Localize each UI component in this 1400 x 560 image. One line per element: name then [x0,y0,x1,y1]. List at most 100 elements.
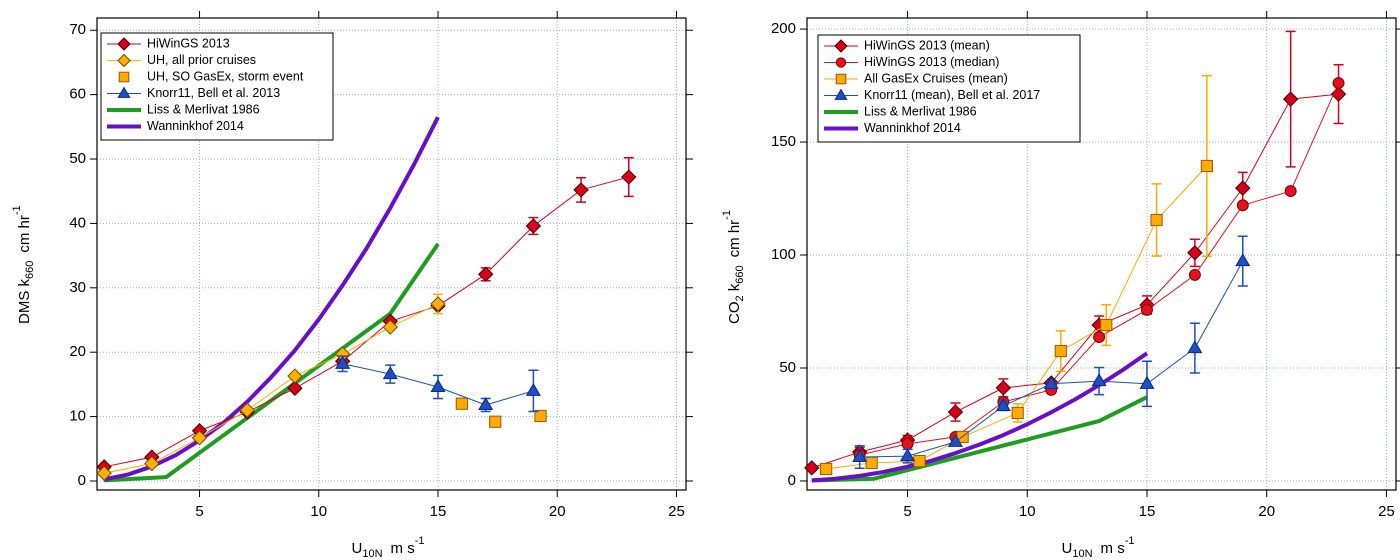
x-tick-label: 5 [903,503,911,520]
x-tick-label: 10 [310,503,327,520]
marker [144,455,160,472]
series-line [104,242,440,483]
x-tick-label: 25 [1378,503,1395,520]
marker [1093,331,1106,343]
marker [1236,199,1249,212]
label-text: k [726,283,743,295]
legend: HiWinGS 2013 UH, all prior cruises UH, SO … [100,32,334,141]
marker [455,397,468,410]
x-tick-label: 15 [430,503,447,520]
label-unit: m s [391,540,415,557]
label-text: CO [726,302,743,325]
y-tick-label: 10 [69,408,86,425]
series-line [103,116,440,482]
legend-label: HiWinGS 2013 (median) [864,55,999,69]
marker [835,57,847,68]
marker [525,218,542,234]
label-text: U [352,540,363,557]
legend-label: HiWinGS 2013 (mean) [864,38,990,52]
marker [477,266,494,282]
x-tick-label: 5 [195,503,203,520]
legend-label: Wanninkhof 2014 [864,121,961,135]
plot-frame [96,17,687,491]
marker [382,319,399,335]
marker [1200,159,1213,173]
marker [1141,303,1153,316]
legend-label: Knorr11, Bell et al. 2013 [147,86,280,100]
label-text: DMS k [16,279,33,325]
marker [287,368,303,384]
series-line [104,303,439,474]
marker [1150,213,1163,227]
marker [430,296,446,312]
y-tick-label: 0 [78,472,86,489]
marker [118,71,130,83]
marker [525,382,541,396]
marker [335,355,351,369]
marker [621,169,637,185]
marker [1188,268,1201,281]
marker [96,465,112,481]
marker [287,380,303,396]
label-sup: -1 [11,205,23,215]
legend-label: Wanninkhof 2014 [147,119,244,133]
label-sup: -1 [415,535,425,547]
legend-label: UH, SO GasEx, storm event [147,69,304,83]
label-unit: cm hr [726,220,743,258]
y-tick-label: 40 [69,214,86,231]
y-tick-label: 150 [771,133,796,150]
series [455,397,547,428]
label-sub: 660 [734,265,746,283]
marker [1187,245,1203,261]
label-sub: 660 [24,261,36,279]
label-sup: -1 [721,210,733,220]
marker [239,402,255,418]
series [104,242,440,483]
marker [913,454,926,468]
x-tick-label: 20 [1258,503,1275,520]
legend-label: Liss & Merlivat 1986 [147,102,260,116]
x-tick-label: 10 [1019,503,1036,520]
marker [820,462,833,476]
marker [1043,375,1059,389]
marker [117,53,131,68]
label-sub: 2 [734,295,746,301]
legend-box [817,34,1081,143]
marker [995,380,1012,396]
marker [1235,180,1251,196]
marker [430,378,446,393]
marker [900,448,916,462]
series-line [104,176,629,468]
label-unit: m s [1101,540,1125,557]
marker [1282,91,1299,107]
marker [1284,185,1297,198]
y-tick-label: 20 [69,343,86,360]
axis-label: DMS k660 cm hr-1 [11,205,36,324]
y-tick-label: 60 [69,86,86,103]
marker [573,182,589,198]
marker [852,449,868,463]
marker [1054,344,1067,358]
marker [1187,340,1203,354]
axis-label: U10N m s-1 [1062,535,1135,560]
legend-label: UH, all prior cruises [147,53,256,67]
y-tick-label: 100 [771,246,796,263]
marker [834,88,848,100]
legend-label: Knorr11 (mean), Bell et al. 2017 [864,88,1040,102]
label-text: U [1062,540,1073,557]
marker [947,404,964,420]
marker [1011,406,1024,420]
marker [1139,375,1155,389]
legend-box [100,32,334,141]
series-line [826,165,1208,470]
label-sub: 10N [362,548,382,560]
marker [117,86,131,98]
marker [382,366,398,380]
y-tick-label: 50 [69,150,86,167]
marker [1235,253,1251,267]
marker [834,39,848,53]
